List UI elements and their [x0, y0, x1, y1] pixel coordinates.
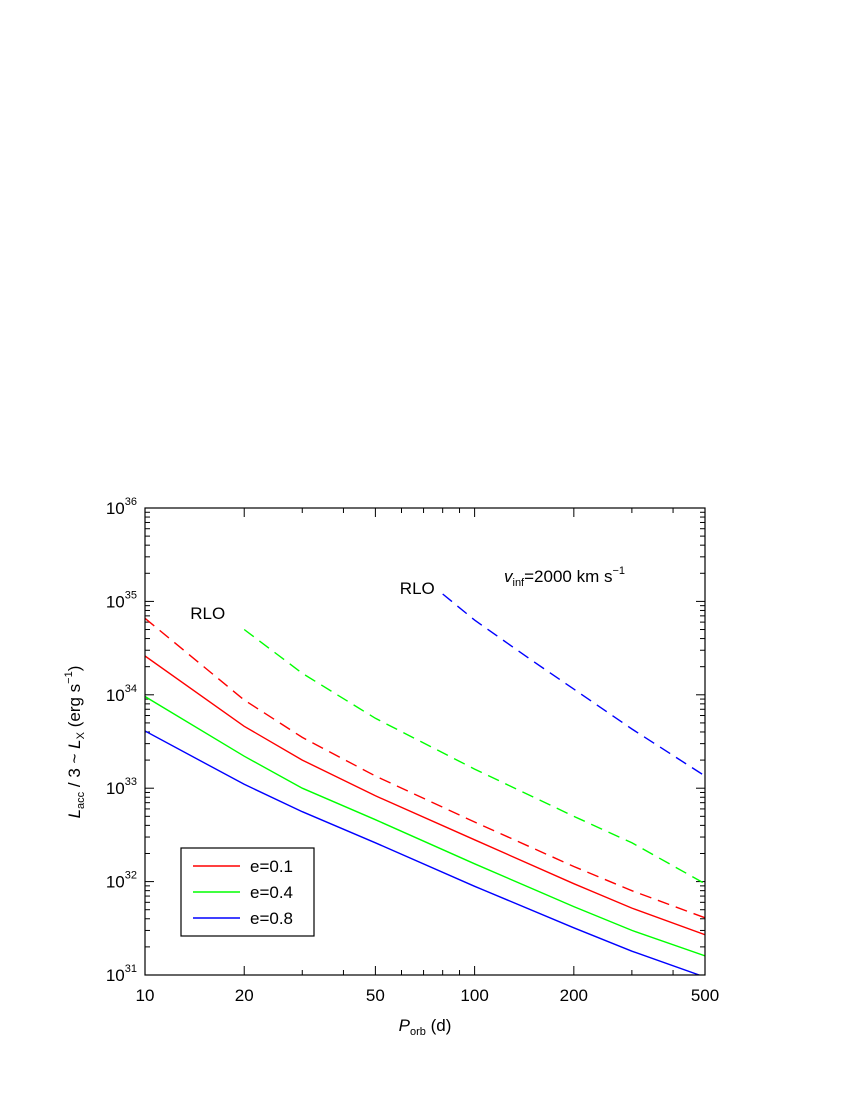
- legend-label: e=0.1: [250, 857, 293, 876]
- legend: e=0.1 e=0.4 e=0.8: [180, 847, 315, 937]
- rlo-label: RLO: [190, 604, 225, 623]
- series-line-e-0-1: [145, 655, 705, 936]
- y-tick-label: 1032: [106, 870, 137, 892]
- x-tick-label: 20: [235, 986, 254, 1005]
- series-line-e-0-4: [145, 695, 705, 957]
- x-tick-label: 50: [366, 986, 385, 1005]
- series-line-dashed-5: [442, 593, 705, 777]
- series-line-dashed-4: [243, 628, 705, 885]
- y-tick-label: 1036: [106, 496, 137, 518]
- x-tick-label: 500: [691, 986, 719, 1005]
- series-layer: [145, 593, 705, 975]
- axis-ticks: [144, 508, 706, 976]
- x-tick-label: 200: [560, 986, 588, 1005]
- tick-labels: 10 20 50 100 200 500 1031 1032 1033 1034 1035 1036: [106, 496, 719, 1005]
- x-axis-label: Porb (d): [399, 1016, 452, 1038]
- y-tick-label: 1034: [106, 683, 137, 705]
- y-tick-label: 1033: [106, 776, 137, 798]
- rlo-label: RLO: [400, 579, 435, 598]
- plot-frame: [144, 507, 706, 976]
- wind-velocity-annotation: vinf=2000 km s−1: [504, 565, 625, 589]
- y-tick-label: 1031: [106, 963, 137, 985]
- y-tick-label: 1035: [106, 589, 137, 611]
- x-tick-label: 100: [460, 986, 488, 1005]
- series-line-e-0-8: [145, 730, 702, 975]
- rlo-labels: RLO RLO: [190, 579, 435, 623]
- x-tick-label: 10: [136, 986, 155, 1005]
- legend-label: e=0.8: [250, 909, 293, 928]
- legend-label: e=0.4: [250, 883, 293, 902]
- y-axis-label: Lacc / 3 ~ LX (erg s−1): [63, 666, 87, 819]
- series-line-dashed-3: [145, 617, 705, 919]
